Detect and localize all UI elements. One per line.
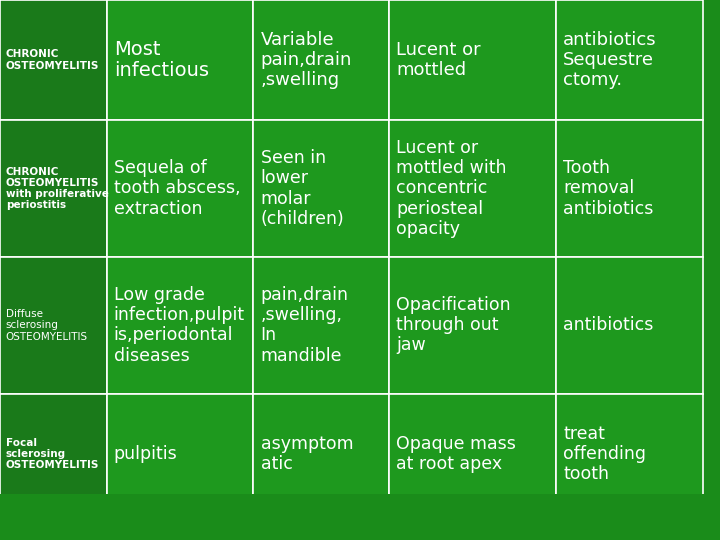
Text: Lucent or
mottled with
concentric
periosteal
opacity: Lucent or mottled with concentric perios… [396, 139, 506, 238]
Bar [389, 257, 556, 394]
Text: Low grade
infection,pulpit
is,periodontal
diseases: Low grade infection,pulpit is,periodonta… [114, 286, 245, 364]
Text: Seen in
lower
molar
(children): Seen in lower molar (children) [261, 150, 344, 228]
Bar [389, 394, 556, 514]
Text: Diffuse
sclerosing
OSTEOMYELITIS: Diffuse sclerosing OSTEOMYELITIS [6, 309, 88, 342]
Text: CHRONIC
OSTEOMYELITIS
with proliferative
periostitis: CHRONIC OSTEOMYELITIS with proliferative… [6, 167, 109, 210]
Bar [556, 0, 703, 120]
Bar [0, 120, 107, 257]
Bar [107, 257, 253, 394]
Bar [556, 257, 703, 394]
Text: pain,drain
,swelling,
In
mandible: pain,drain ,swelling, In mandible [261, 286, 348, 364]
Bar [107, 394, 253, 514]
Bar [556, 120, 703, 257]
Text: CHRONIC
OSTEOMYELITIS: CHRONIC OSTEOMYELITIS [6, 50, 99, 71]
Bar [0, 394, 107, 514]
Text: Opaque mass
at root apex: Opaque mass at root apex [396, 435, 516, 473]
Bar [0, 494, 720, 540]
Text: asymptom
atic: asymptom atic [261, 435, 354, 473]
Text: pulpitis: pulpitis [114, 445, 178, 463]
Bar [253, 257, 389, 394]
Bar [556, 394, 703, 514]
Text: Opacification
through out
jaw: Opacification through out jaw [396, 296, 510, 354]
Text: Lucent or
mottled: Lucent or mottled [396, 41, 481, 79]
Bar [107, 0, 253, 120]
Text: antibiotics
Sequestre
ctomy.: antibiotics Sequestre ctomy. [563, 31, 657, 89]
Bar [389, 0, 556, 120]
Text: treat
offending
tooth: treat offending tooth [563, 425, 646, 483]
Text: antibiotics: antibiotics [563, 316, 654, 334]
Text: Variable
pain,drain
,swelling: Variable pain,drain ,swelling [261, 31, 352, 89]
Bar [0, 0, 107, 120]
Text: Sequela of
tooth abscess,
extraction: Sequela of tooth abscess, extraction [114, 159, 240, 218]
Bar [253, 394, 389, 514]
Bar [389, 120, 556, 257]
Bar [253, 0, 389, 120]
Bar [107, 120, 253, 257]
Text: Tooth
removal
antibiotics: Tooth removal antibiotics [563, 159, 654, 218]
Bar [253, 120, 389, 257]
Bar [0, 257, 107, 394]
Text: Focal
sclerosing
OSTEOMYELITIS: Focal sclerosing OSTEOMYELITIS [6, 437, 99, 470]
Text: Most
infectious: Most infectious [114, 40, 209, 80]
